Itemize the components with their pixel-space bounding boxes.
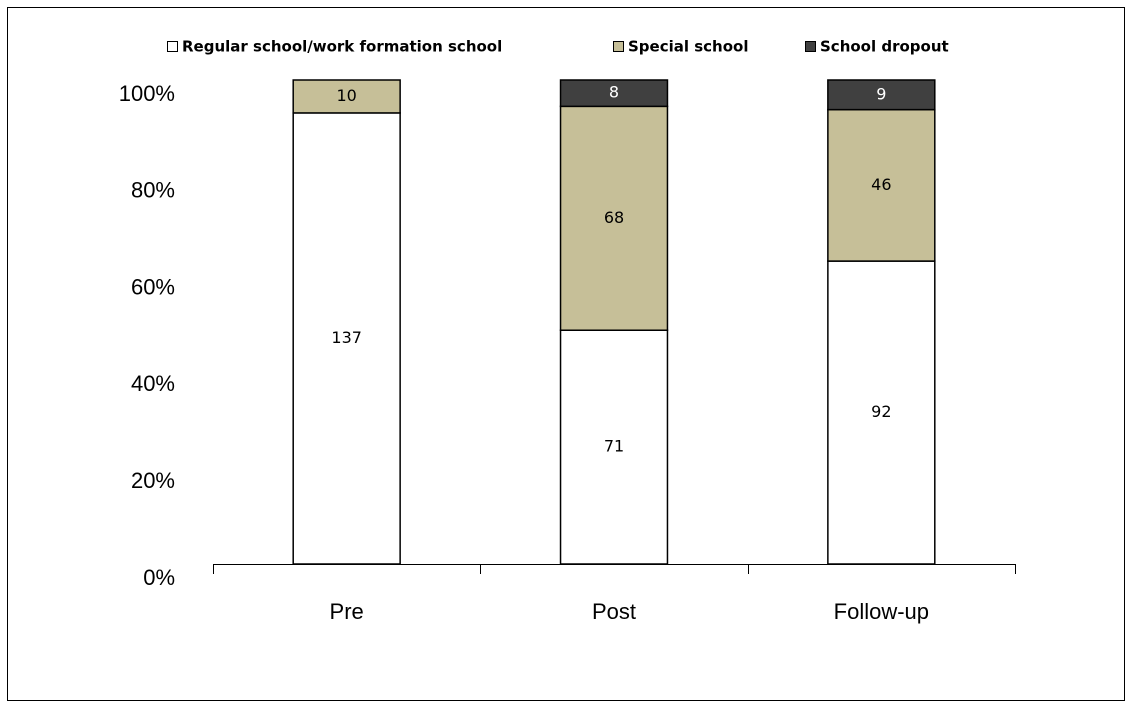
data-label: 92 xyxy=(871,402,891,421)
data-label: 10 xyxy=(336,86,356,105)
y-tick-label: 20% xyxy=(131,468,175,493)
bar-segment xyxy=(292,112,401,565)
y-tick-label: 80% xyxy=(131,178,175,203)
data-label: 46 xyxy=(871,175,891,194)
x-tick-label: Post xyxy=(592,599,636,624)
legend-swatch xyxy=(805,41,816,52)
bar-segment xyxy=(559,79,669,108)
y-tick-label: 0% xyxy=(143,565,175,590)
legend-swatch xyxy=(613,41,624,52)
bar-segment xyxy=(827,108,936,262)
x-tick-label: Pre xyxy=(330,599,364,624)
x-tick-label: Follow-up xyxy=(834,599,929,624)
y-tick-label: 60% xyxy=(131,274,175,299)
bar-segment xyxy=(292,79,401,114)
legend-swatch xyxy=(167,41,178,52)
y-tick-label: 100% xyxy=(119,81,175,106)
legend-label: Regular school/work formation school xyxy=(182,38,502,56)
data-label: 8 xyxy=(609,83,619,102)
bar-segment xyxy=(827,260,936,565)
legend-label: Special school xyxy=(628,38,748,56)
data-label: 9 xyxy=(876,84,886,103)
data-label: 137 xyxy=(331,328,362,347)
data-label: 71 xyxy=(604,437,624,456)
legend-label: School dropout xyxy=(820,38,949,56)
data-label: 68 xyxy=(604,208,624,227)
y-tick-label: 40% xyxy=(131,371,175,396)
bar-segment xyxy=(827,79,936,111)
